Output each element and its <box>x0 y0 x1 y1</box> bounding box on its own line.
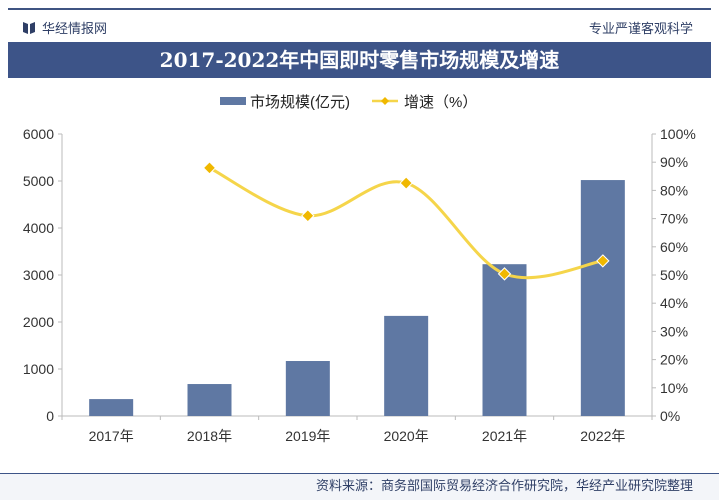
bar-2018年 <box>187 384 232 416</box>
left-tick-label: 1000 <box>23 361 54 377</box>
chart: 0 1000 2000 3000 4000 5000 6000 0% 10% 20% 30% 40% 5… <box>23 94 696 444</box>
right-tick-label: 100% <box>660 126 696 142</box>
bar-2019年 <box>285 361 330 416</box>
left-tick-label: 5000 <box>23 173 54 189</box>
right-tick-label: 0% <box>660 408 680 424</box>
brand-name: 华经情报网 <box>42 22 108 37</box>
left-tick-label: 6000 <box>23 126 54 142</box>
right-tick-label: 40% <box>660 295 688 311</box>
right-tick-label: 50% <box>660 267 688 283</box>
slogan: 专业严谨客观科学 <box>588 22 693 37</box>
x-tick-label: 2018年 <box>187 428 232 444</box>
legend-bar-swatch <box>220 97 246 105</box>
x-tick-label: 2022年 <box>580 428 625 444</box>
top-divider <box>8 8 711 10</box>
x-tick-label: 2019年 <box>285 428 330 444</box>
growth-marker <box>596 254 610 268</box>
brand-logo-icon <box>23 21 35 34</box>
x-tick-label: 2017年 <box>89 428 134 444</box>
left-tick-label: 0 <box>46 408 54 424</box>
source-note: 资料来源：商务部国际贸易经济合作研究院，华经产业研究院整理 <box>0 473 719 500</box>
right-tick-label: 70% <box>660 211 688 227</box>
right-tick-label: 30% <box>660 323 688 339</box>
brand: 华经情报网 <box>22 18 107 37</box>
left-tick-label: 3000 <box>23 267 54 283</box>
left-tick-label: 2000 <box>23 314 54 330</box>
chart-title: 2017-2022年中国即时零售市场规模及增速 <box>8 42 711 78</box>
legend-line-label: 增速（%） <box>404 94 477 111</box>
right-tick-label: 80% <box>660 182 688 198</box>
growth-marker <box>399 176 413 190</box>
bar-2022年 <box>580 180 625 416</box>
right-tick-label: 60% <box>660 239 688 255</box>
growth-marker <box>497 267 512 281</box>
left-tick-label: 4000 <box>23 220 54 236</box>
x-tick-label: 2020年 <box>384 428 429 444</box>
x-tick-label: 2021年 <box>482 428 527 444</box>
bar-2021年 <box>482 264 527 416</box>
growth-marker <box>202 161 217 175</box>
growth-marker <box>301 209 315 223</box>
legend-line-marker <box>381 97 389 105</box>
legend-bar-label: 市场规模(亿元) <box>250 94 350 111</box>
bar-2020年 <box>384 315 429 416</box>
bar-2017年 <box>89 399 134 416</box>
right-tick-label: 90% <box>660 154 688 170</box>
right-tick-label: 20% <box>660 352 688 368</box>
right-tick-label: 10% <box>660 380 688 396</box>
